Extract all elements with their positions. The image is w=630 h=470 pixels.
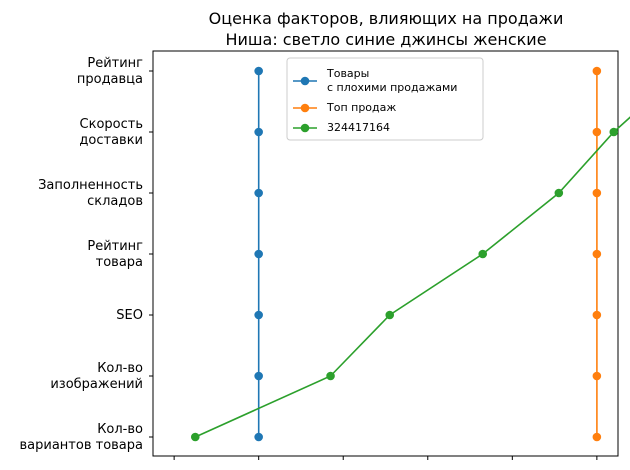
data-point-0-4 [254, 188, 263, 198]
legend-label-2: 324417164 [327, 121, 390, 134]
data-point-2-0 [190, 432, 200, 442]
series-0 [254, 66, 263, 442]
y-tick-label-6: Рейтинг продавца [77, 56, 143, 87]
chart-title: Оценка факторов, влияющих на продажи [209, 9, 564, 28]
legend-item-2: 324417164 [293, 121, 390, 134]
y-tick-label-2: SEO [116, 308, 143, 323]
data-point-0-0 [254, 432, 263, 442]
axes: Кол-во вариантов товара Кол-во изображений S… [20, 50, 619, 460]
y-tick-label-5: Скорость доставки [79, 117, 143, 148]
legend-label-1: Топ продаж [326, 101, 396, 114]
legend-label-0: Товары с плохими продажами [326, 67, 457, 94]
series-1 [592, 66, 602, 442]
y-tick-label-3: Рейтинг товара [87, 239, 143, 270]
data-point-0-2 [254, 310, 263, 320]
legend-item-0: Товары с плохими продажами [293, 67, 457, 94]
legend-marker-2 [300, 123, 310, 133]
data-point-0-6 [254, 66, 263, 76]
data-point-0-5 [254, 127, 263, 137]
data-point-1-1 [592, 371, 602, 381]
data-point-2-4 [554, 188, 564, 198]
data-point-1-2 [592, 310, 602, 320]
series-2 [190, 116, 630, 442]
data-point-0-3 [254, 249, 263, 259]
y-tick-label-4: Заполненность складов [38, 178, 143, 209]
legend: Товары с плохими продажами Топ продаж 32441… [286, 57, 484, 141]
data-point-1-3 [592, 249, 602, 259]
data-point-2-5 [609, 127, 619, 137]
series-layer [190, 66, 630, 442]
legend-item-1: Топ продаж [293, 101, 396, 114]
data-point-1-0 [592, 432, 602, 442]
legend-box [286, 57, 484, 141]
data-point-2-3 [478, 249, 488, 259]
legend-marker-1 [300, 103, 310, 113]
y-tick-label-1: Кол-во изображений [50, 361, 143, 392]
data-point-1-6 [592, 66, 602, 76]
data-point-0-1 [254, 371, 263, 381]
y-tick-label-0: Кол-во вариантов товара [20, 422, 144, 453]
data-point-1-4 [592, 188, 602, 198]
legend-marker-0 [300, 76, 310, 86]
data-point-2-2 [385, 310, 395, 320]
data-point-2-1 [326, 371, 335, 381]
data-point-1-5 [592, 127, 602, 137]
chart-subtitle: Ниша: светло синие джинсы женские [225, 30, 546, 49]
